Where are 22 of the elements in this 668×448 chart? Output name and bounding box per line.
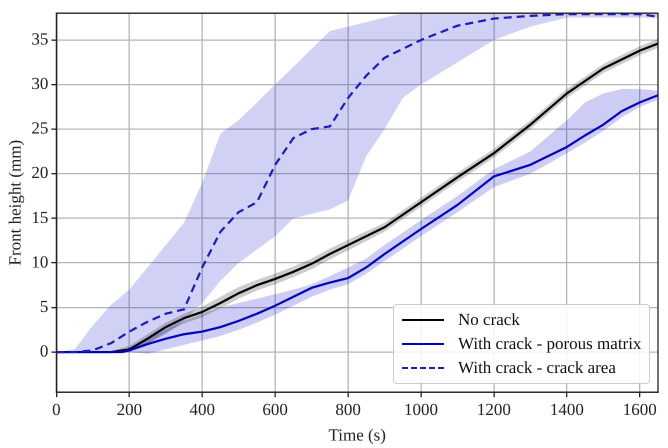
x-tick-label: 200 xyxy=(116,400,142,419)
legend-label: No crack xyxy=(458,310,520,330)
x-tick-label: 1000 xyxy=(404,400,438,419)
x-tick-label: 600 xyxy=(262,400,288,419)
y-tick-label: 15 xyxy=(31,208,48,227)
x-axis-title: Time (s) xyxy=(328,425,386,444)
y-tick-label: 5 xyxy=(40,296,48,316)
y-tick-label: 35 xyxy=(31,29,48,48)
x-tick-label: 1400 xyxy=(550,400,584,419)
legend-label: With crack - crack area xyxy=(458,358,616,378)
x-tick-label: 1600 xyxy=(622,400,657,419)
y-tick-label: 30 xyxy=(31,74,48,94)
y-axis-title: Front height (mm) xyxy=(6,140,25,266)
x-tick-label: 400 xyxy=(189,400,215,419)
y-tick-label: 10 xyxy=(31,252,48,272)
x-tick-label: 800 xyxy=(335,400,361,419)
legend-label: With crack - porous matrix xyxy=(458,334,642,354)
x-tick-label: 0 xyxy=(52,400,61,419)
x-tick-label: 1200 xyxy=(476,400,511,419)
y-tick-label: 25 xyxy=(31,118,48,138)
y-tick-label: 0 xyxy=(40,342,48,361)
y-tick-label: 20 xyxy=(31,163,48,182)
